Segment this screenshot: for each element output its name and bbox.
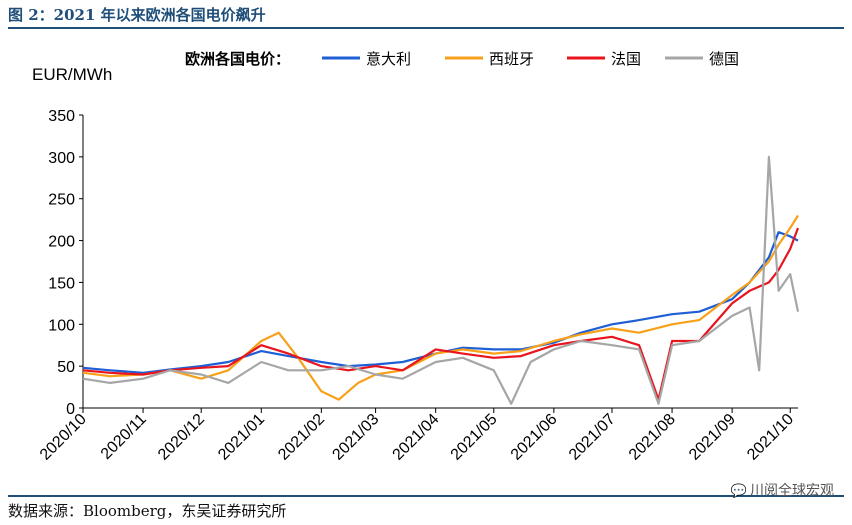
title-rule	[8, 27, 844, 29]
y-tick-label: 0	[66, 401, 75, 418]
wechat-icon: 💬	[730, 484, 747, 499]
y-tick-label: 300	[48, 150, 75, 167]
legend-label: 西班牙	[489, 50, 534, 68]
y-tick-label: 100	[48, 317, 75, 334]
x-tick-label: 2021/08	[626, 411, 679, 464]
x-tick-label: 2021/07	[566, 411, 619, 464]
figure-title: 图 2：2021 年以来欧洲各国电价飙升	[8, 6, 266, 24]
x-tick-label: 2021/01	[215, 411, 268, 464]
legend-label: 意大利	[366, 50, 411, 68]
x-tick-label: 2020/11	[98, 411, 150, 463]
legend-title: 欧洲各国电价：	[185, 50, 290, 68]
y-tick-label: 50	[57, 359, 75, 376]
chart-series	[82, 155, 800, 405]
y-tick-label: 250	[48, 192, 75, 209]
series-line-3	[82, 227, 800, 401]
x-tick-label: 2021/10	[744, 411, 797, 464]
legend-label: 德国	[709, 50, 739, 68]
x-tick-label: 2021/05	[448, 411, 501, 464]
x-tick-label: 2021/04	[390, 411, 443, 464]
source-rule	[8, 495, 844, 497]
y-tick-label: 200	[48, 234, 75, 251]
x-tick-label: 2020/10	[37, 411, 90, 464]
x-tick-label: 2021/06	[508, 411, 561, 464]
x-tick-label: 2021/03	[329, 411, 382, 464]
chart-legend: 欧洲各国电价： 意大利 西班牙 法国 德国	[185, 50, 739, 68]
watermark: 💬 川阅全球宏观	[731, 480, 834, 500]
x-tick-label: 2021/09	[686, 411, 739, 464]
series-line-1	[82, 231, 799, 374]
source-note: 数据来源：Bloomberg，东吴证券研究所	[8, 502, 287, 520]
series-line-4	[82, 155, 800, 405]
x-tick-label: 2020/12	[155, 411, 208, 464]
watermark-text: 川阅全球宏观	[750, 483, 834, 499]
y-tick-label: 350	[48, 108, 75, 125]
x-tick-label: 2021/02	[275, 411, 328, 464]
y-tick-label: 150	[48, 275, 75, 292]
legend-label: 法国	[611, 50, 641, 68]
y-axis-label: EUR/MWh	[32, 65, 112, 84]
